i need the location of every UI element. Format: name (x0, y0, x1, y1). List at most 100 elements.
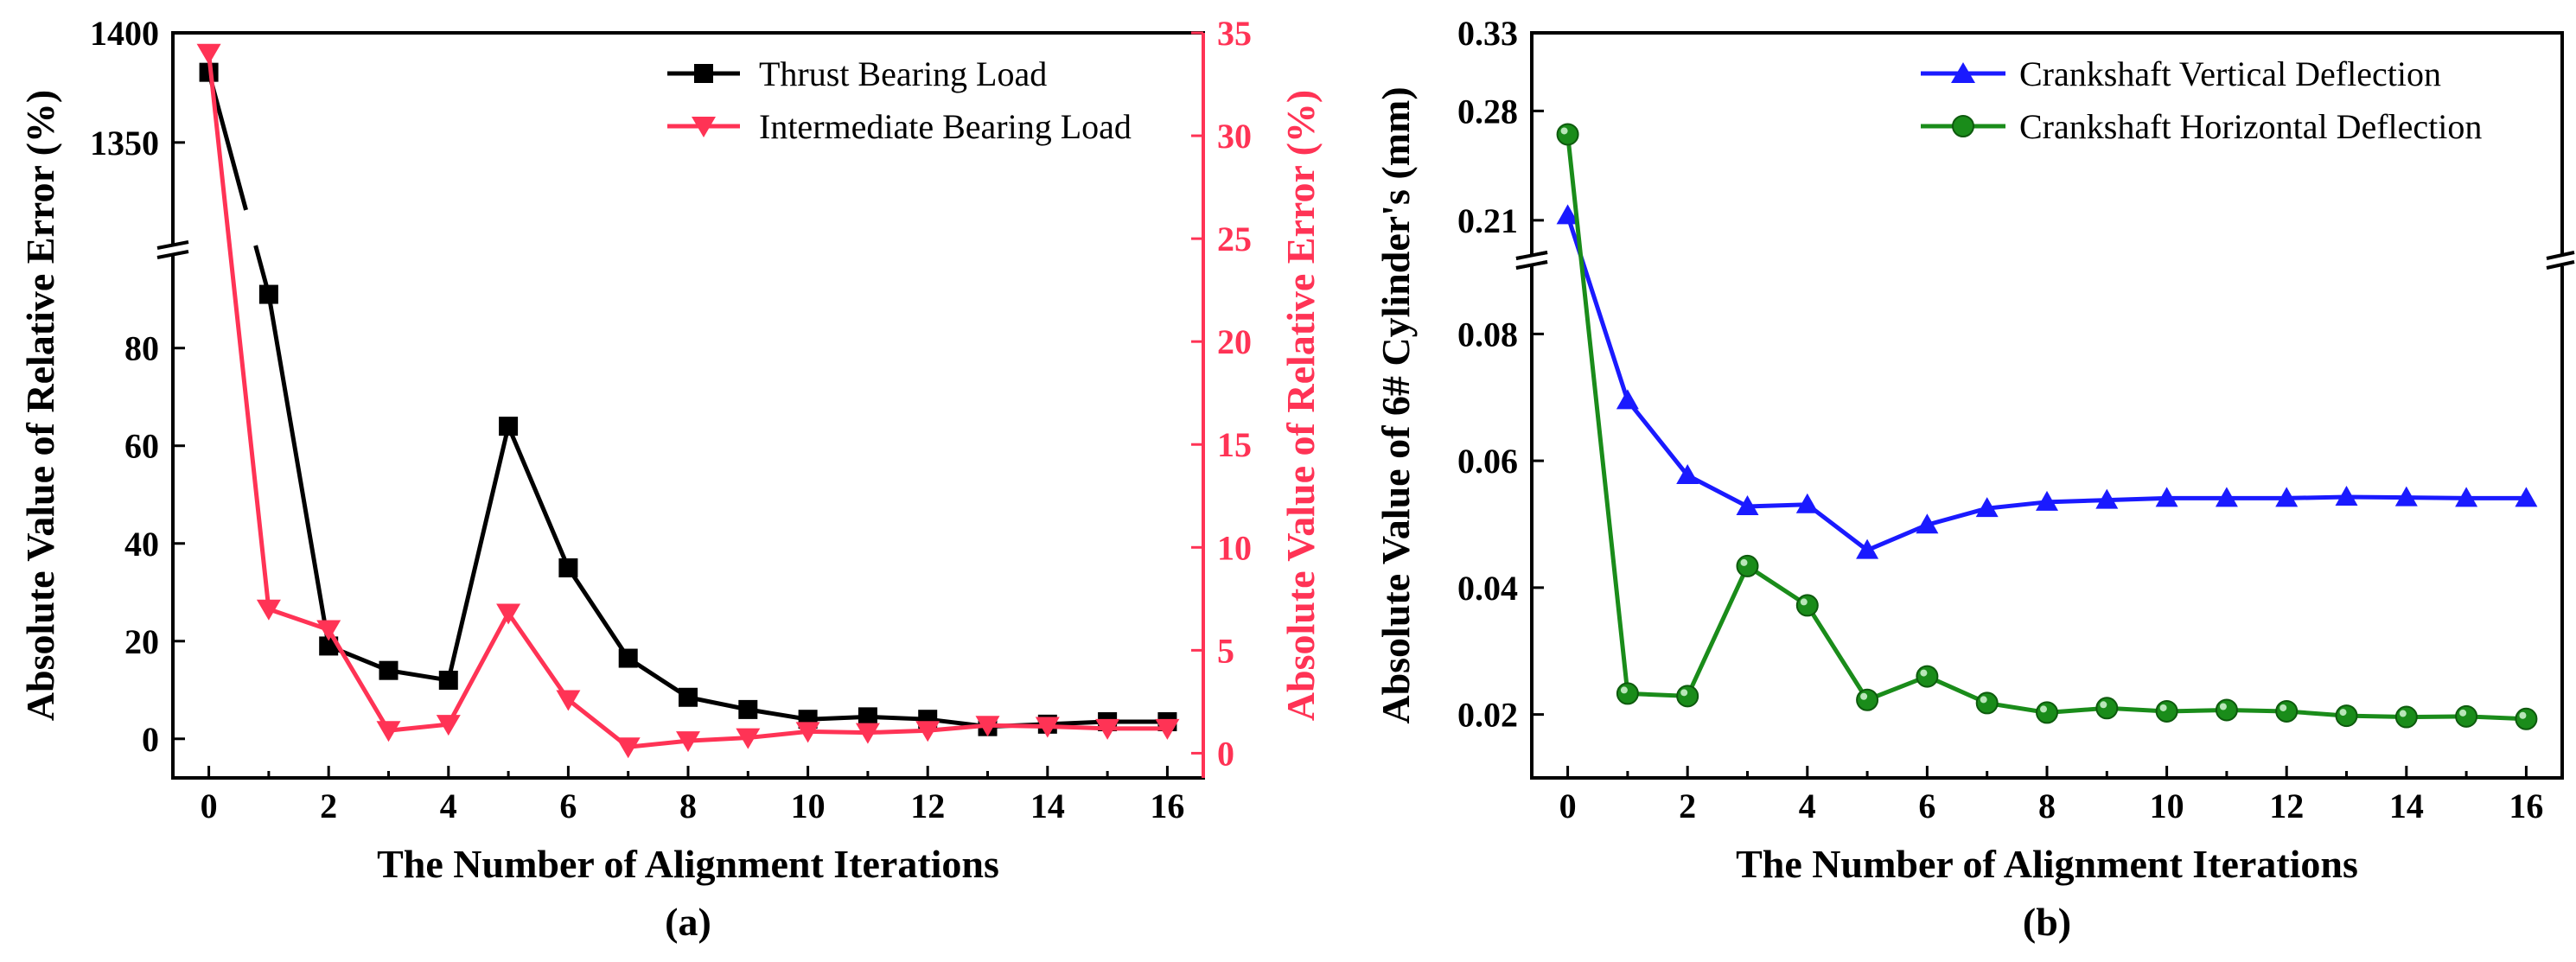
data-point (1916, 665, 1939, 688)
data-point-highlight (1980, 696, 1987, 704)
data-point (2036, 490, 2058, 511)
data-point (1975, 691, 1999, 715)
data-point (2335, 485, 2358, 506)
data-point-highlight (2280, 704, 2287, 711)
axis-break-mark (1515, 251, 1548, 260)
data-point (1556, 204, 1579, 225)
y-right-tick-label: 20 (1217, 322, 1252, 361)
y-tick-label: 0.06 (1457, 442, 1518, 481)
y-tick-label: 0.33 (1457, 14, 1518, 53)
data-point-highlight (1680, 689, 1688, 697)
data-point (258, 284, 278, 304)
data-point (2394, 486, 2418, 506)
y-tick-label: 0.04 (1457, 569, 1518, 608)
x-tick-label: 4 (440, 787, 457, 825)
panel-b-legend: Crankshaft Vertical Deflection Crankshaf… (1921, 54, 2482, 146)
data-point-highlight (2459, 709, 2467, 717)
data-point (1795, 493, 1819, 513)
data-point (1856, 688, 1879, 711)
data-point (376, 721, 401, 742)
data-point (558, 558, 578, 578)
legend-horizontal-marker (1952, 115, 1974, 137)
panel-a-axis-break-mark-top (156, 240, 189, 250)
series-line (266, 294, 1168, 729)
legend-intermediate-label: Intermediate Bearing Load (759, 107, 1132, 146)
panel-b-right-break-mark-bottom (2546, 260, 2575, 270)
data-point (1975, 497, 1999, 518)
data-point (2275, 699, 2299, 723)
y-left-tick-label: 1400 (90, 14, 159, 53)
legend-vertical-marker (1951, 62, 1975, 83)
data-point (1795, 594, 1819, 617)
x-tick-label: 12 (2269, 787, 2304, 825)
data-point (2394, 705, 2418, 729)
panel-b-chart: 0 2 4 6 8 10 12 14 16 0.02 0.04 0.06 0.08 0.21 0.28 0.3… (1374, 14, 2575, 944)
data-point (1616, 389, 1639, 410)
axis-break-mark (1515, 260, 1548, 270)
data-point (1856, 538, 1879, 559)
data-point-highlight (1560, 127, 1568, 135)
data-point (1616, 682, 1639, 705)
data-point-highlight (2159, 704, 2167, 711)
y-right-tick-label: 35 (1217, 14, 1252, 53)
data-point (736, 728, 761, 749)
panel-a-xlabel: The Number of Alignment Iterations (377, 842, 999, 886)
y-right-tick-label: 25 (1217, 220, 1252, 258)
data-point-highlight (1860, 692, 1868, 700)
data-point (1095, 718, 1120, 740)
panel-b-xlabel: The Number of Alignment Iterations (1736, 842, 2358, 886)
x-tick-label: 16 (1150, 787, 1184, 825)
legend-thrust-label: Thrust Bearing Load (759, 54, 1047, 93)
series-line (1565, 134, 2527, 722)
data-point (2515, 487, 2538, 507)
data-point (196, 43, 221, 65)
data-point (2036, 701, 2058, 724)
data-point (499, 417, 519, 436)
series-line (207, 53, 1168, 749)
data-point (2095, 697, 2119, 720)
panel-b-ylabel: Absolute Value of 6# Cylinder's (mm) (1374, 86, 1418, 723)
x-tick-label: 6 (1918, 787, 1935, 825)
panel-a-ylabel-left: Absolute Value of Relative Error (%) (18, 90, 62, 721)
data-point (1736, 554, 1759, 577)
data-point (2455, 704, 2478, 728)
y-left-tick-label: 1350 (90, 124, 159, 162)
y-left-tick-label: 0 (142, 720, 159, 759)
data-point (436, 715, 461, 736)
data-point (1035, 717, 1060, 738)
x-tick-label: 10 (791, 787, 826, 825)
data-point (915, 721, 940, 742)
data-point (2455, 487, 2478, 507)
legend-vertical-label: Crankshaft Vertical Deflection (2019, 54, 2441, 93)
panel-b-right-break-mark-top (2546, 251, 2575, 260)
data-point-highlight (2399, 710, 2407, 717)
x-tick-label: 8 (679, 787, 697, 825)
data-point (679, 687, 698, 707)
x-tick-label: 14 (1030, 787, 1065, 825)
x-tick-label: 2 (320, 787, 337, 825)
data-point (1736, 494, 1759, 515)
y-tick-label: 0.28 (1457, 92, 1518, 131)
x-tick-label: 0 (1559, 787, 1577, 825)
legend-intermediate-marker (692, 117, 716, 137)
y-tick-label: 0.02 (1457, 696, 1518, 735)
data-point (855, 723, 880, 744)
panel-a-label: (a) (665, 900, 711, 944)
data-point (676, 731, 700, 753)
data-point (256, 599, 281, 621)
legend-thrust-marker (694, 64, 713, 83)
data-point (615, 737, 641, 759)
y-left-tick-label: 20 (124, 622, 159, 661)
x-tick-label: 8 (2038, 787, 2056, 825)
data-point (975, 716, 1000, 737)
data-point (316, 620, 341, 641)
data-point-highlight (2100, 701, 2107, 709)
panel-a-chart: 0 2 4 6 8 10 12 14 16 0 20 40 60 80 1350 1400 0 5 10 15 20 25… (18, 14, 1323, 944)
panel-a-legend: Thrust Bearing Load Intermediate Bearing… (667, 54, 1132, 146)
data-point (1155, 718, 1180, 740)
y-right-tick-label: 15 (1217, 425, 1252, 464)
y-tick-label: 0.08 (1457, 315, 1518, 354)
data-point (1676, 685, 1699, 708)
data-point (438, 670, 458, 690)
